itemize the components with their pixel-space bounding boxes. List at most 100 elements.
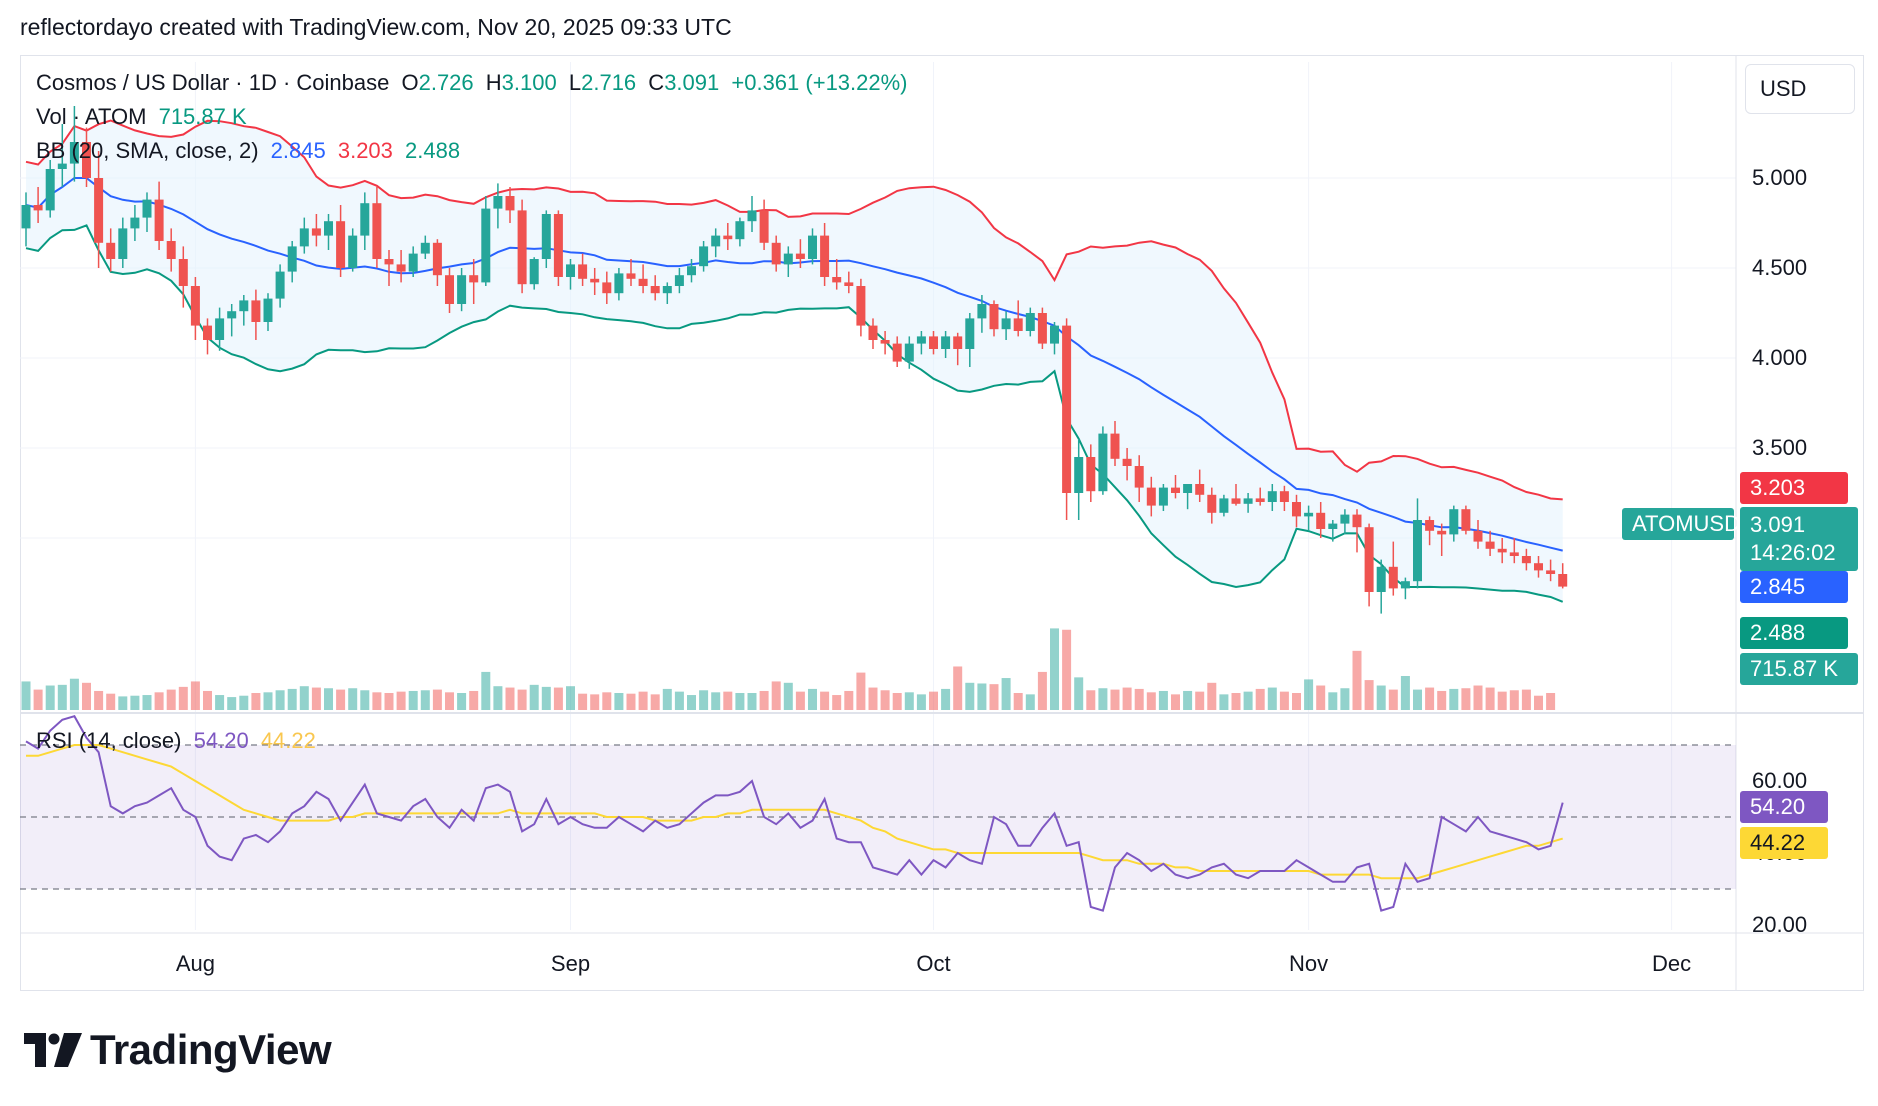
candle-body[interactable] bbox=[106, 242, 116, 259]
candle-body[interactable] bbox=[892, 343, 902, 362]
candle-body[interactable] bbox=[566, 264, 575, 277]
candle-body[interactable] bbox=[650, 286, 660, 294]
candle-body[interactable] bbox=[674, 275, 684, 286]
rsi-label[interactable]: RSI (14, close) bbox=[36, 728, 182, 753]
candle-body[interactable] bbox=[1171, 487, 1180, 493]
candle-body[interactable] bbox=[1062, 325, 1072, 493]
candle-body[interactable] bbox=[759, 210, 769, 243]
candle-body[interactable] bbox=[1400, 581, 1410, 589]
candle-body[interactable] bbox=[590, 278, 600, 283]
currency-button[interactable]: USD bbox=[1745, 64, 1855, 114]
candle-body[interactable] bbox=[735, 221, 745, 240]
candle-body[interactable] bbox=[965, 318, 975, 349]
candle-body[interactable] bbox=[856, 286, 866, 326]
candle-body[interactable] bbox=[1243, 498, 1253, 504]
candle-body[interactable] bbox=[1425, 520, 1435, 531]
candle-body[interactable] bbox=[1558, 574, 1568, 587]
candle-body[interactable] bbox=[553, 214, 563, 277]
candle-body[interactable] bbox=[832, 277, 842, 283]
candle-body[interactable] bbox=[1437, 530, 1447, 535]
candle-body[interactable] bbox=[445, 275, 454, 304]
candle-body[interactable] bbox=[1267, 491, 1277, 502]
candle-body[interactable] bbox=[1279, 491, 1289, 502]
candle-body[interactable] bbox=[1413, 520, 1422, 582]
candle-body[interactable] bbox=[348, 235, 358, 268]
candle-body[interactable] bbox=[723, 235, 733, 240]
symbol-title[interactable]: Cosmos / US Dollar · 1D · Coinbase bbox=[36, 70, 390, 95]
candle-body[interactable] bbox=[227, 311, 237, 319]
candle-body[interactable] bbox=[408, 253, 418, 272]
candle-body[interactable] bbox=[33, 205, 43, 211]
candle-body[interactable] bbox=[94, 178, 104, 243]
candle-body[interactable] bbox=[69, 142, 79, 164]
candle-body[interactable] bbox=[190, 286, 200, 326]
candle-body[interactable] bbox=[771, 242, 781, 265]
candle-body[interactable] bbox=[1328, 523, 1338, 529]
candle-body[interactable] bbox=[324, 221, 333, 236]
candle-body[interactable] bbox=[1013, 318, 1023, 331]
candle-body[interactable] bbox=[1134, 466, 1144, 488]
candle-body[interactable] bbox=[1376, 566, 1386, 592]
candle-body[interactable] bbox=[178, 259, 188, 286]
candle-body[interactable] bbox=[904, 343, 914, 362]
candle-body[interactable] bbox=[1001, 318, 1011, 330]
candle-body[interactable] bbox=[868, 325, 878, 340]
candle-body[interactable] bbox=[45, 169, 55, 211]
bb-label[interactable]: BB (20, SMA, close, 2) bbox=[36, 138, 259, 163]
candle-body[interactable] bbox=[396, 264, 406, 272]
candle-body[interactable] bbox=[1122, 458, 1132, 466]
candle-body[interactable] bbox=[1098, 433, 1108, 492]
tradingview-logo[interactable]: TradingView bbox=[24, 1026, 332, 1074]
candle-body[interactable] bbox=[529, 259, 539, 285]
candle-body[interactable] bbox=[1485, 541, 1495, 549]
candle-body[interactable] bbox=[505, 196, 515, 211]
candle-body[interactable] bbox=[783, 253, 793, 265]
candle-body[interactable] bbox=[1521, 556, 1531, 564]
candle-body[interactable] bbox=[614, 273, 624, 294]
candle-body[interactable] bbox=[1388, 566, 1398, 589]
candle-body[interactable] bbox=[1110, 433, 1120, 459]
candle-body[interactable] bbox=[711, 235, 721, 247]
candle-body[interactable] bbox=[481, 208, 491, 283]
candle-body[interactable] bbox=[1461, 509, 1471, 531]
candle-body[interactable] bbox=[457, 275, 467, 304]
candle-body[interactable] bbox=[239, 300, 249, 312]
candle-body[interactable] bbox=[844, 282, 854, 286]
candle-body[interactable] bbox=[372, 203, 382, 259]
candle-body[interactable] bbox=[1304, 512, 1314, 517]
candle-body[interactable] bbox=[420, 242, 430, 254]
candle-body[interactable] bbox=[941, 336, 951, 349]
candle-body[interactable] bbox=[360, 203, 370, 236]
candle-body[interactable] bbox=[154, 199, 164, 241]
candle-body[interactable] bbox=[142, 199, 152, 218]
candle-body[interactable] bbox=[384, 259, 394, 265]
candle-body[interactable] bbox=[929, 336, 938, 349]
candle-body[interactable] bbox=[880, 340, 890, 344]
candle-body[interactable] bbox=[638, 278, 648, 286]
candle-body[interactable] bbox=[1534, 563, 1543, 571]
candle-body[interactable] bbox=[82, 142, 91, 178]
candle-body[interactable] bbox=[1195, 484, 1205, 495]
candle-body[interactable] bbox=[432, 242, 442, 276]
candle-body[interactable] bbox=[747, 210, 757, 222]
candle-body[interactable] bbox=[1255, 498, 1265, 502]
candle-body[interactable] bbox=[1546, 570, 1556, 574]
candle-body[interactable] bbox=[130, 217, 140, 229]
candle-body[interactable] bbox=[820, 235, 830, 277]
candle-body[interactable] bbox=[336, 221, 346, 268]
candle-body[interactable] bbox=[1292, 502, 1301, 517]
candle-body[interactable] bbox=[1364, 527, 1374, 592]
candle-body[interactable] bbox=[541, 214, 551, 259]
candle-body[interactable] bbox=[275, 271, 285, 299]
candle-body[interactable] bbox=[203, 325, 212, 340]
candle-body[interactable] bbox=[1340, 514, 1350, 524]
candle-body[interactable] bbox=[215, 318, 225, 340]
candle-body[interactable] bbox=[977, 304, 987, 319]
candle-body[interactable] bbox=[699, 246, 709, 267]
candle-body[interactable] bbox=[602, 282, 612, 294]
candle-body[interactable] bbox=[251, 300, 261, 322]
candle-body[interactable] bbox=[1316, 512, 1326, 529]
candle-body[interactable] bbox=[626, 273, 636, 279]
candle-body[interactable] bbox=[517, 210, 527, 285]
